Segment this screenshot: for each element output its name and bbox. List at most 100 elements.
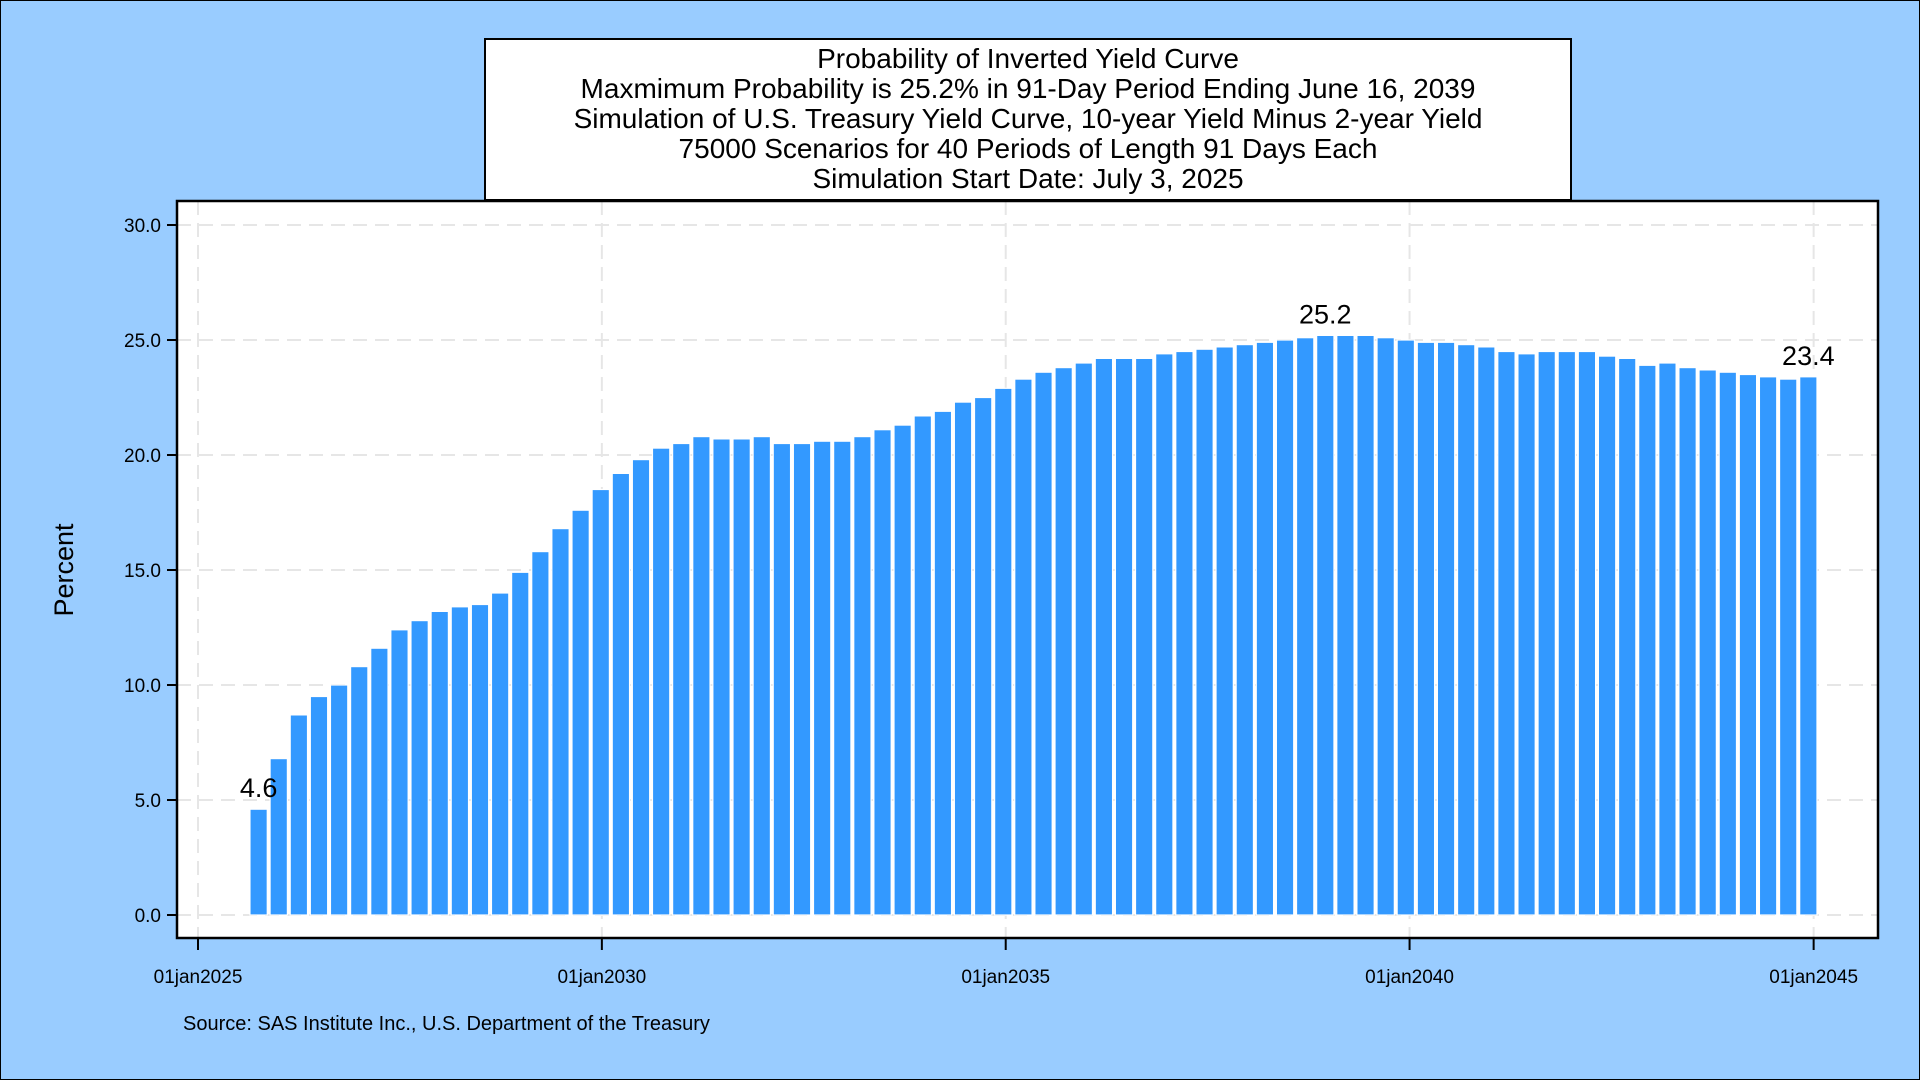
bar — [812, 440, 832, 916]
axes: 0.0 5.0 10.0 15.0 20.0 25.0 30.0 01jan2025 01jan… — [124, 216, 1858, 988]
bar — [591, 488, 611, 916]
bar — [1094, 357, 1114, 916]
bar — [1537, 350, 1556, 916]
bar — [1416, 341, 1436, 916]
bar — [893, 424, 912, 916]
bars — [249, 334, 1818, 916]
bar — [410, 619, 429, 916]
bar — [1134, 357, 1154, 916]
bar — [752, 436, 772, 916]
y-tick-label: 5.0 — [135, 791, 161, 812]
bar — [1155, 353, 1174, 916]
bar — [1778, 378, 1798, 916]
bar — [933, 410, 953, 916]
bar — [873, 429, 892, 916]
bar — [470, 603, 490, 916]
x-tick-label: 01jan2045 — [1769, 967, 1858, 988]
bar — [1758, 376, 1778, 916]
title-line-1: Probability of Inverted Yield Curve — [817, 43, 1239, 74]
bar — [953, 401, 973, 916]
bar — [651, 447, 671, 916]
bar — [1517, 353, 1536, 916]
bar — [1638, 364, 1657, 916]
y-tick-label: 0.0 — [135, 906, 161, 927]
bar — [1718, 371, 1738, 916]
bar — [1456, 344, 1476, 916]
bar — [1477, 346, 1496, 916]
y-tick-label: 10.0 — [124, 676, 161, 697]
data-label: 23.4 — [1782, 341, 1835, 371]
bar — [531, 550, 550, 916]
y-tick-label: 25.0 — [124, 331, 161, 352]
bar — [249, 808, 268, 916]
bar — [1054, 367, 1073, 916]
data-label: 4.6 — [240, 773, 278, 803]
bar — [1275, 339, 1295, 916]
bar — [1336, 334, 1355, 916]
y-tick-label: 20.0 — [124, 446, 161, 467]
bar — [833, 440, 852, 916]
bar — [1577, 350, 1597, 916]
bar — [1356, 334, 1375, 916]
data-labels: 4.6 25.2 23.4 — [240, 299, 1835, 803]
bar — [1175, 350, 1194, 916]
title-line-3: Simulation of U.S. Treasury Yield Curve,… — [574, 103, 1483, 134]
x-tick-label: 01jan2025 — [154, 967, 243, 988]
bar — [1396, 339, 1416, 916]
bar — [692, 436, 711, 916]
bar — [329, 684, 349, 916]
bar — [289, 714, 309, 916]
bar — [390, 629, 409, 916]
bar — [853, 436, 872, 916]
bar — [792, 442, 812, 916]
bar — [1738, 373, 1758, 916]
y-tick-label: 15.0 — [124, 561, 161, 582]
bar — [1617, 357, 1637, 916]
bar — [1799, 376, 1818, 916]
bar — [370, 647, 389, 916]
title-line-2: Maxmimum Probability is 25.2% in 91-Day … — [581, 73, 1476, 104]
bar — [1316, 334, 1335, 916]
y-axis-label: Percent — [49, 523, 79, 617]
bar — [913, 415, 933, 916]
bar — [994, 387, 1013, 916]
bar — [672, 442, 691, 916]
data-label: 25.2 — [1299, 299, 1352, 329]
bar — [349, 665, 369, 916]
bar — [1034, 371, 1053, 916]
bar — [712, 438, 731, 916]
bar — [1295, 337, 1315, 916]
bar — [309, 695, 329, 916]
bar — [551, 527, 570, 916]
bar — [430, 610, 450, 916]
bar — [1497, 350, 1516, 916]
bar — [1678, 367, 1697, 916]
bar — [1658, 362, 1677, 916]
bar — [631, 459, 651, 916]
bar — [1114, 357, 1134, 916]
bar — [1557, 350, 1577, 916]
bar — [1215, 346, 1234, 916]
bar — [1698, 369, 1717, 916]
bar — [973, 396, 993, 916]
source-note: Source: SAS Institute Inc., U.S. Departm… — [183, 1013, 710, 1035]
bar — [1376, 337, 1395, 916]
title-line-4: 75000 Scenarios for 40 Periods of Length… — [679, 133, 1378, 164]
title-box — [484, 38, 1572, 201]
bar — [1436, 341, 1456, 916]
bar — [490, 592, 510, 916]
bar — [1255, 341, 1275, 916]
bar — [611, 472, 631, 916]
title-line-5: Simulation Start Date: July 3, 2025 — [812, 163, 1243, 194]
x-tick-label: 01jan2035 — [961, 967, 1050, 988]
bar — [571, 509, 590, 916]
bar — [450, 606, 470, 916]
bar — [1014, 378, 1033, 916]
bar — [1074, 362, 1094, 916]
bar — [1235, 344, 1255, 916]
x-tick-label: 01jan2040 — [1365, 967, 1454, 988]
bar — [1597, 355, 1617, 916]
x-tick-label: 01jan2030 — [557, 967, 646, 988]
bar — [772, 442, 792, 916]
